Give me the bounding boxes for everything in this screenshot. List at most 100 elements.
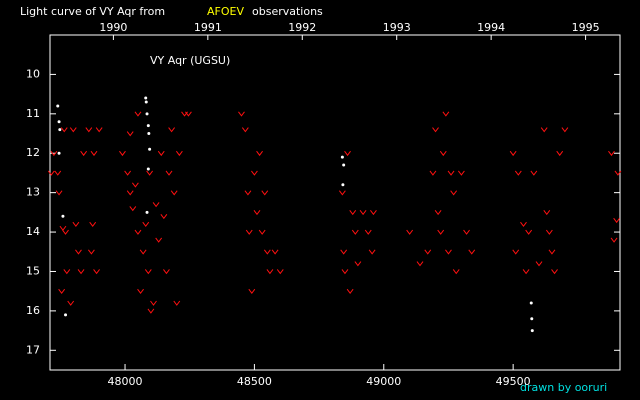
title-highlight: AFOEV xyxy=(207,5,244,18)
upper-limit-marker xyxy=(452,269,460,275)
upper-limit-marker xyxy=(160,213,168,220)
upper-limit-marker xyxy=(126,190,134,196)
upper-limit-marker xyxy=(359,210,367,216)
upper-limit-marker xyxy=(525,229,533,235)
observation-dot xyxy=(341,183,345,187)
upper-limit-marker xyxy=(248,288,256,295)
upper-limit-marker xyxy=(447,170,455,176)
upper-limit-marker xyxy=(368,249,376,255)
upper-limit-marker xyxy=(244,190,252,196)
upper-limit-marker xyxy=(450,190,458,196)
observation-dot xyxy=(340,155,344,159)
upper-limit-marker xyxy=(168,127,176,133)
upper-limit-marker xyxy=(263,249,271,255)
upper-limit-marker xyxy=(139,249,147,255)
upper-limit-marker xyxy=(63,269,71,275)
upper-limit-marker xyxy=(338,190,346,196)
upper-limit-marker xyxy=(543,210,551,216)
upper-limit-marker xyxy=(468,249,476,255)
upper-limit-marker xyxy=(509,150,517,157)
upper-limit-marker xyxy=(445,249,452,255)
upper-limit-marker xyxy=(60,127,68,133)
upper-limit-marker xyxy=(142,221,150,228)
upper-limit-marker xyxy=(364,229,372,235)
upper-limit-marker xyxy=(80,150,88,157)
upper-limit-marker xyxy=(253,210,261,216)
upper-limit-marker xyxy=(346,288,354,295)
upper-limit-marker xyxy=(67,300,75,306)
upper-limit-marker xyxy=(55,190,63,196)
upper-limit-marker xyxy=(155,237,163,243)
observation-dot xyxy=(57,120,61,124)
y-tick-label: 17 xyxy=(26,343,40,356)
upper-limit-marker xyxy=(77,269,85,275)
x2-tick-label: 1995 xyxy=(572,21,600,34)
upper-limit-marker xyxy=(429,170,437,176)
upper-limit-marker xyxy=(238,111,245,117)
upper-limit-marker xyxy=(69,127,77,133)
upper-limit-marker xyxy=(256,150,263,157)
upper-limit-marker xyxy=(241,127,249,133)
upper-limit-marker xyxy=(72,221,80,228)
title-part: observations xyxy=(252,5,323,18)
upper-limit-marker xyxy=(175,150,183,157)
upper-limit-marker xyxy=(89,221,97,228)
observation-dot xyxy=(58,128,62,132)
observation-dot xyxy=(61,214,65,218)
upper-limit-marker xyxy=(95,127,103,133)
x2-tick-label: 1993 xyxy=(383,21,411,34)
observation-dot xyxy=(146,124,150,128)
upper-limit-marker xyxy=(512,249,520,255)
observation-dot xyxy=(57,151,61,155)
upper-limit-marker xyxy=(416,261,424,267)
x2-tick-label: 1990 xyxy=(99,21,127,34)
upper-limit-marker xyxy=(406,229,414,235)
observation-dot xyxy=(530,317,534,321)
upper-limit-marker xyxy=(90,150,98,157)
upper-limit-marker xyxy=(556,150,564,157)
upper-limit-marker xyxy=(370,210,377,216)
x2-tick-label: 1992 xyxy=(288,21,316,34)
observation-dot xyxy=(530,329,534,333)
observation-dot xyxy=(529,301,533,305)
upper-limit-marker xyxy=(87,249,95,255)
credit: drawn by ooruri xyxy=(520,381,607,394)
upper-limit-marker xyxy=(258,229,266,235)
upper-limit-marker xyxy=(185,111,192,117)
upper-limit-marker xyxy=(58,288,66,295)
x2-tick-label: 1991 xyxy=(194,21,222,34)
observation-dot xyxy=(145,112,149,116)
upper-limit-marker xyxy=(520,221,527,228)
upper-limit-marker xyxy=(535,261,543,267)
upper-limit-marker xyxy=(150,300,157,306)
y-tick-label: 11 xyxy=(26,107,40,120)
upper-limit-marker xyxy=(251,170,258,176)
x2-tick-label: 1994 xyxy=(477,21,505,34)
upper-limit-marker xyxy=(173,300,181,306)
upper-limit-marker xyxy=(463,229,470,235)
upper-limit-marker xyxy=(126,131,134,137)
upper-limit-marker xyxy=(261,190,269,196)
observation-dot xyxy=(144,100,148,104)
upper-limit-marker xyxy=(54,170,62,176)
x-tick-label: 48000 xyxy=(108,375,143,388)
upper-limit-marker xyxy=(457,170,465,176)
upper-limit-marker xyxy=(545,229,553,235)
upper-limit-marker xyxy=(340,249,348,255)
upper-limit-marker xyxy=(124,170,132,176)
upper-limit-marker xyxy=(432,127,439,133)
upper-limit-marker xyxy=(351,229,359,235)
y-tick-label: 12 xyxy=(26,146,40,159)
upper-limit-marker xyxy=(134,229,142,235)
upper-limit-marker xyxy=(614,170,622,176)
upper-limit-marker xyxy=(344,150,351,157)
upper-limit-marker xyxy=(134,111,142,117)
upper-limit-marker xyxy=(561,127,569,133)
x-tick-label: 49000 xyxy=(366,375,401,388)
upper-limit-marker xyxy=(540,127,548,133)
y-tick-label: 16 xyxy=(26,304,40,317)
upper-limit-marker xyxy=(47,170,55,176)
upper-limit-marker xyxy=(271,249,279,255)
upper-limit-marker xyxy=(131,182,139,188)
upper-limit-marker xyxy=(354,261,362,267)
